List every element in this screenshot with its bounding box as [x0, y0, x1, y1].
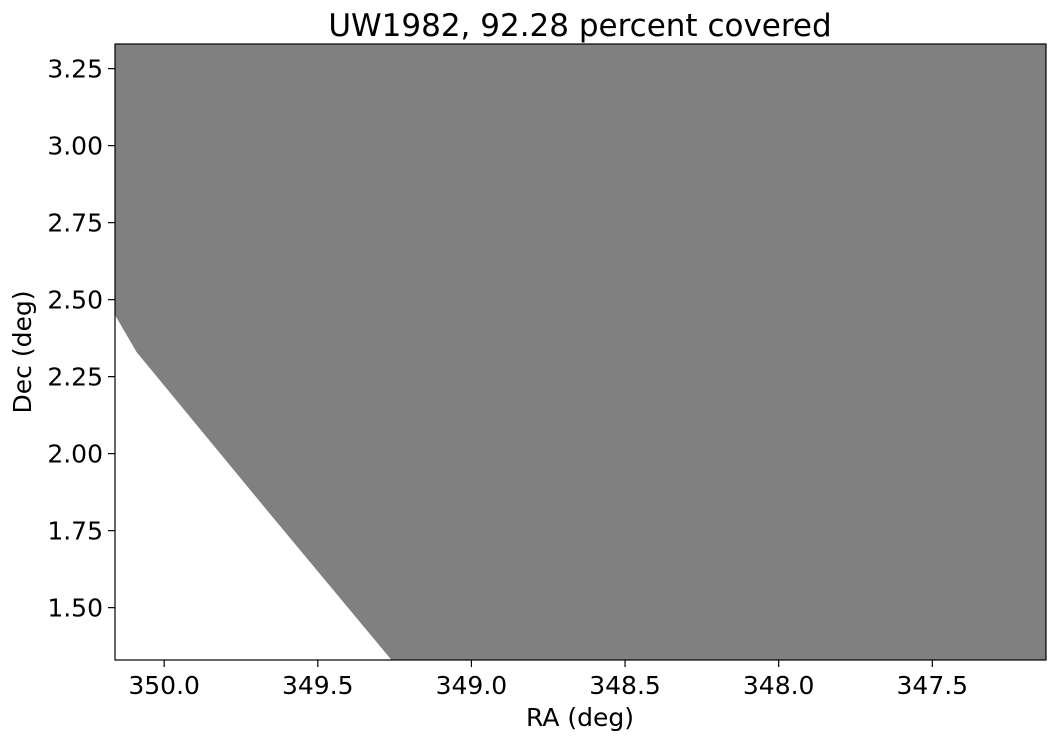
x-axis-label: RA (deg): [526, 703, 634, 732]
y-axis-label: Dec (deg): [8, 291, 37, 414]
y-tick-label: 1.75: [47, 517, 103, 546]
y-tick-label: 2.75: [47, 209, 103, 238]
chart-title: UW1982, 92.28 percent covered: [328, 8, 831, 44]
plot-area: [114, 43, 1047, 661]
x-axis: 350.0 349.5 349.0 348.5 348.0 347.5: [128, 660, 968, 700]
x-tick-label: 349.0: [436, 671, 508, 700]
x-tick-label: 348.0: [743, 671, 815, 700]
y-tick-label: 2.50: [47, 286, 103, 315]
y-tick-label: 3.25: [47, 55, 103, 84]
covered-region: [115, 44, 1046, 660]
y-tick-label: 1.50: [47, 594, 103, 623]
y-tick-label: 2.00: [47, 440, 103, 469]
y-tick-label: 3.00: [47, 132, 103, 161]
y-tick-label: 2.25: [47, 363, 103, 392]
x-tick-label: 348.5: [589, 671, 661, 700]
x-tick-label: 349.5: [282, 671, 354, 700]
plot-frame: [114, 43, 1047, 661]
x-tick-label: 347.5: [897, 671, 969, 700]
y-axis: 1.50 1.75 2.00 2.25 2.50 2.75 3.00 3.25: [47, 55, 115, 623]
x-tick-label: 350.0: [128, 671, 200, 700]
